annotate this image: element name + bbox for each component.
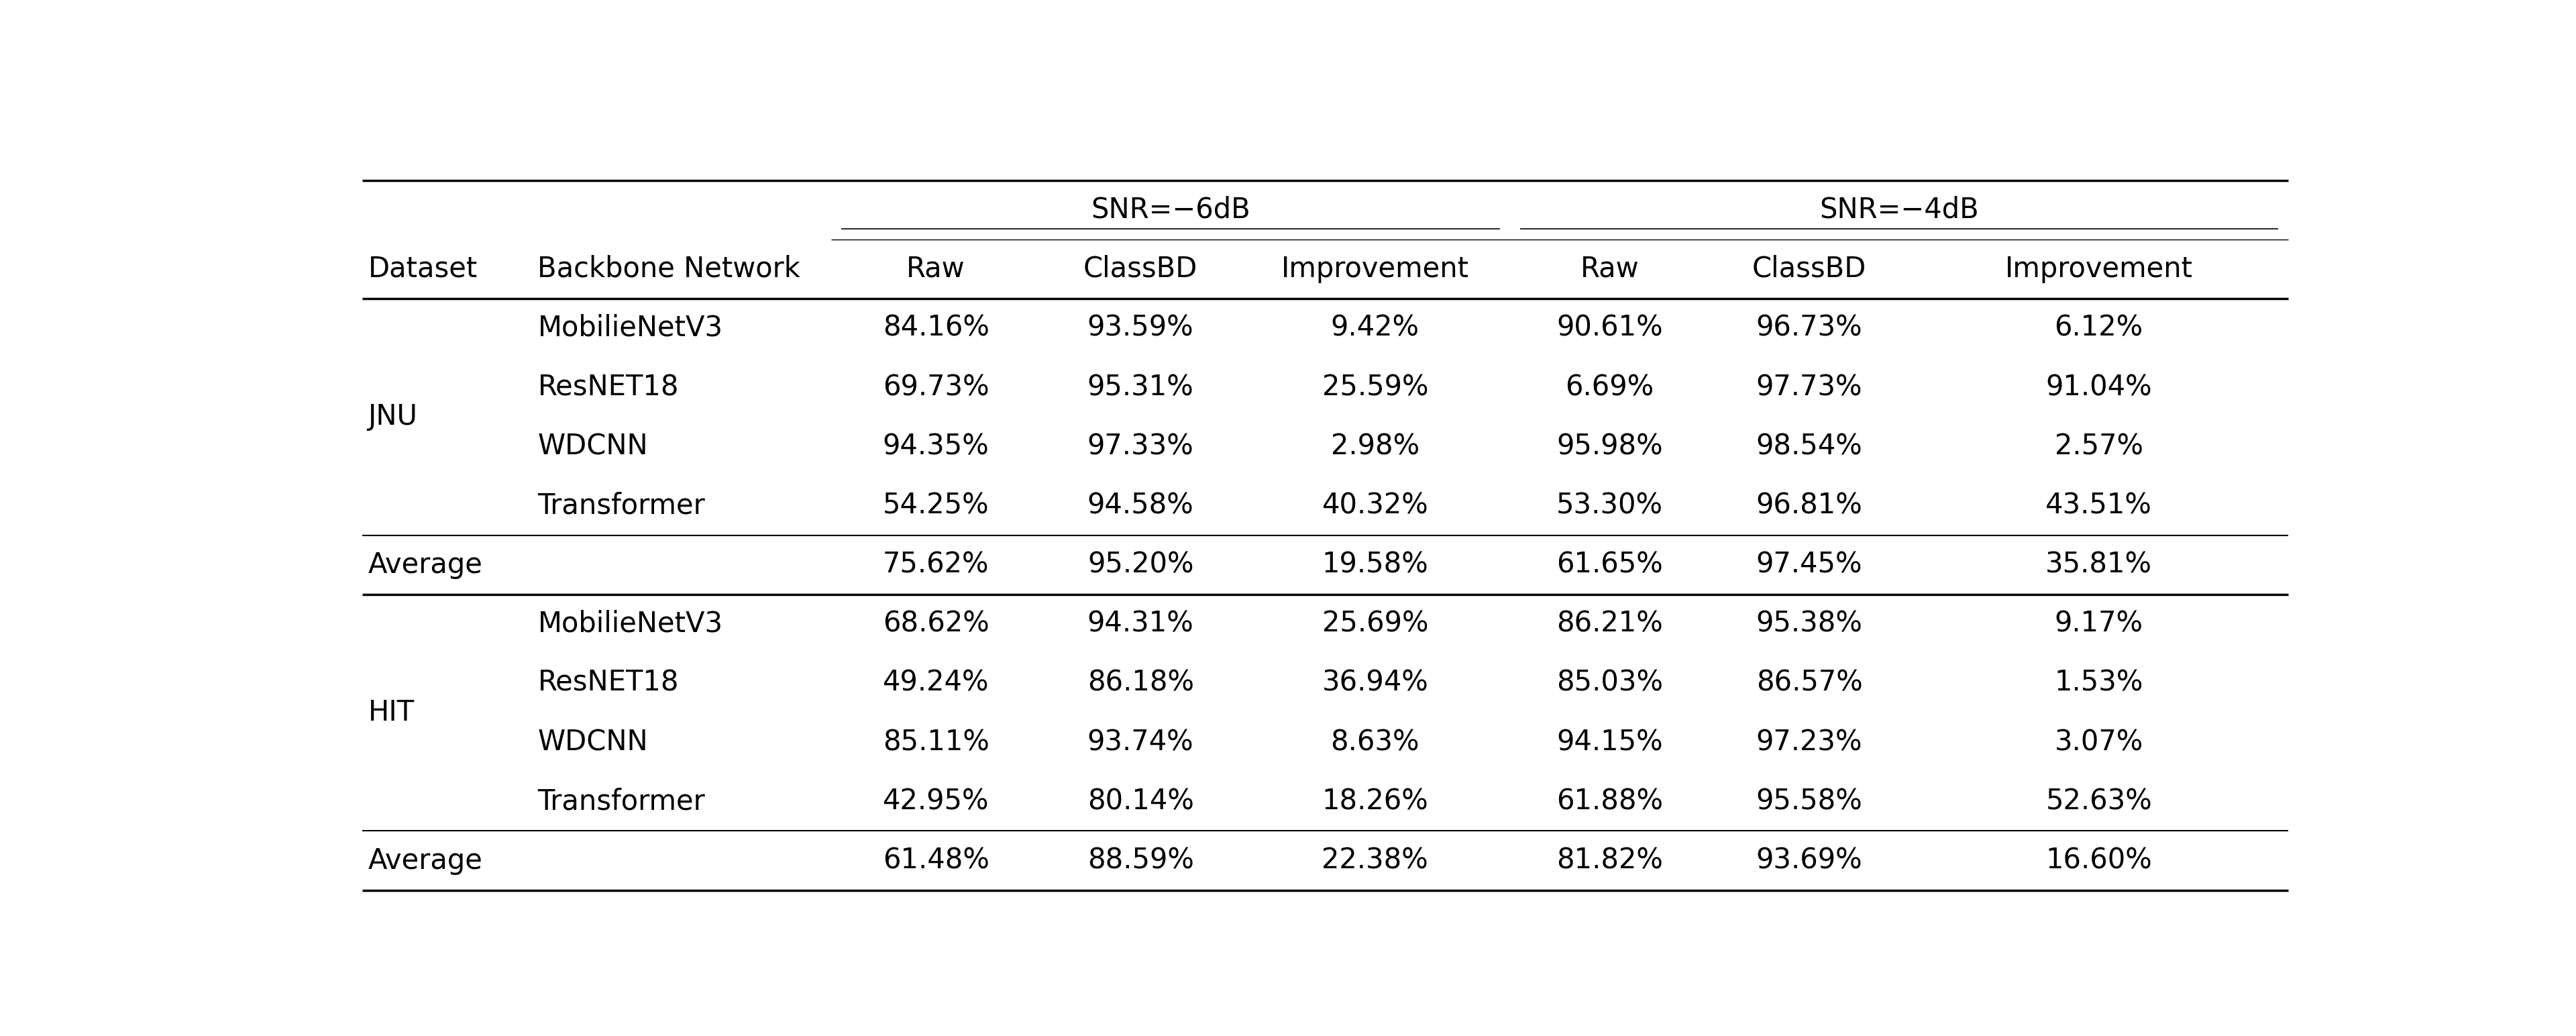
Text: 22.38%: 22.38% [1321,846,1427,874]
Text: 96.81%: 96.81% [1757,491,1862,520]
Text: 95.31%: 95.31% [1087,373,1193,401]
Text: 93.74%: 93.74% [1087,728,1193,756]
Text: 69.73%: 69.73% [884,373,989,401]
Text: 97.45%: 97.45% [1757,551,1862,579]
Text: 61.48%: 61.48% [884,846,989,874]
Text: Transformer: Transformer [538,491,706,520]
Text: 96.73%: 96.73% [1757,314,1862,342]
Text: 16.60%: 16.60% [2045,846,2151,874]
Text: WDCNN: WDCNN [538,432,649,460]
Text: 19.58%: 19.58% [1321,551,1427,579]
Text: MobilieNetV3: MobilieNetV3 [538,610,724,638]
Text: 98.54%: 98.54% [1757,432,1862,460]
Text: 86.21%: 86.21% [1556,610,1664,638]
Text: 61.65%: 61.65% [1556,551,1664,579]
Text: 95.20%: 95.20% [1087,551,1193,579]
Text: Raw: Raw [1579,255,1638,283]
Text: JNU: JNU [368,403,417,431]
Text: 91.04%: 91.04% [2045,373,2151,401]
Text: Raw: Raw [907,255,966,283]
Text: 42.95%: 42.95% [884,787,989,815]
Text: Average: Average [368,846,482,874]
Text: 43.51%: 43.51% [2045,491,2151,520]
Text: Improvement: Improvement [2004,255,2192,283]
Text: 35.81%: 35.81% [2045,551,2151,579]
Text: 3.07%: 3.07% [2056,728,2143,756]
Text: 86.18%: 86.18% [1087,669,1193,697]
Text: ClassBD: ClassBD [1752,255,1868,283]
Text: 97.23%: 97.23% [1757,728,1862,756]
Text: 85.03%: 85.03% [1556,669,1664,697]
Text: ResNET18: ResNET18 [538,373,680,401]
Text: 2.98%: 2.98% [1332,432,1419,460]
Text: 85.11%: 85.11% [884,728,989,756]
Text: 75.62%: 75.62% [884,551,989,579]
Text: 93.69%: 93.69% [1757,846,1862,874]
Text: ResNET18: ResNET18 [538,669,680,697]
Text: 94.15%: 94.15% [1556,728,1664,756]
Text: HIT: HIT [368,698,415,726]
Text: 9.17%: 9.17% [2056,610,2143,638]
Text: 8.63%: 8.63% [1332,728,1419,756]
Text: 93.59%: 93.59% [1087,314,1193,342]
Text: ClassBD: ClassBD [1084,255,1198,283]
Text: 68.62%: 68.62% [884,610,989,638]
Text: 97.73%: 97.73% [1757,373,1862,401]
Text: 25.69%: 25.69% [1321,610,1427,638]
Text: 9.42%: 9.42% [1332,314,1419,342]
Text: 94.35%: 94.35% [884,432,989,460]
Text: WDCNN: WDCNN [538,728,649,756]
Text: 2.57%: 2.57% [2056,432,2143,460]
Text: 36.94%: 36.94% [1321,669,1427,697]
Text: 49.24%: 49.24% [884,669,989,697]
Text: 80.14%: 80.14% [1087,787,1193,815]
Text: 81.82%: 81.82% [1556,846,1664,874]
Text: Transformer: Transformer [538,787,706,815]
Text: SNR=−6dB: SNR=−6dB [1090,196,1249,224]
Text: 25.59%: 25.59% [1321,373,1427,401]
Text: 53.30%: 53.30% [1556,491,1664,520]
Text: 40.32%: 40.32% [1321,491,1427,520]
Text: MobilieNetV3: MobilieNetV3 [538,314,724,342]
Text: 94.31%: 94.31% [1087,610,1193,638]
Text: 90.61%: 90.61% [1556,314,1664,342]
Text: 95.58%: 95.58% [1757,787,1862,815]
Text: 6.12%: 6.12% [2056,314,2143,342]
Text: 84.16%: 84.16% [884,314,989,342]
Text: Dataset: Dataset [368,255,477,283]
Text: 86.57%: 86.57% [1757,669,1862,697]
Text: 88.59%: 88.59% [1087,846,1193,874]
Text: Average: Average [368,551,482,579]
Text: 54.25%: 54.25% [884,491,989,520]
Text: Backbone Network: Backbone Network [538,255,801,283]
Text: SNR=−4dB: SNR=−4dB [1819,196,1978,224]
Text: 97.33%: 97.33% [1087,432,1193,460]
Text: 95.98%: 95.98% [1556,432,1664,460]
Text: 18.26%: 18.26% [1321,787,1427,815]
Text: 1.53%: 1.53% [2056,669,2143,697]
Text: 61.88%: 61.88% [1556,787,1664,815]
Text: 52.63%: 52.63% [2045,787,2151,815]
Text: 95.38%: 95.38% [1757,610,1862,638]
Text: 94.58%: 94.58% [1087,491,1193,520]
Text: 6.69%: 6.69% [1566,373,1654,401]
Text: Improvement: Improvement [1280,255,1468,283]
